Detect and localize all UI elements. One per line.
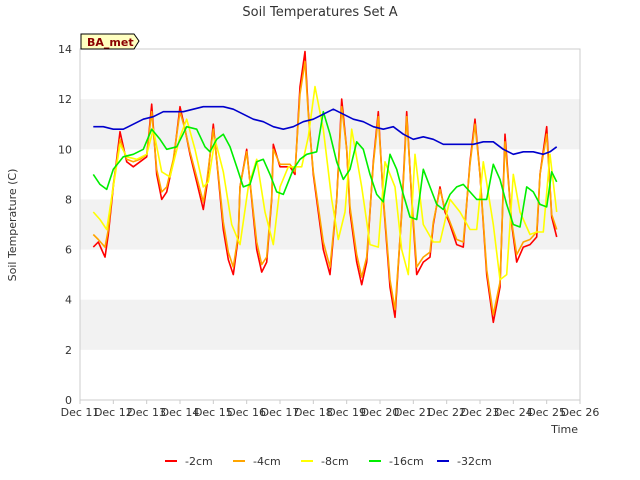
x-tick-label: Dec 11: [61, 406, 100, 419]
y-tick-label: 6: [65, 244, 72, 257]
grid-band: [80, 99, 580, 150]
chart-title: Soil Temperatures Set A: [242, 5, 397, 20]
x-tick-label: Dec 23: [461, 406, 500, 419]
series-lines: [92, 50, 558, 324]
legend-item: -4cm: [233, 455, 281, 468]
site-badge: BA_met: [80, 33, 140, 50]
x-tick-label: Dec 16: [227, 406, 266, 419]
x-tick-label: Dec 25: [527, 406, 566, 419]
series-line: [92, 60, 558, 316]
x-tick-label: Dec 19: [327, 406, 366, 419]
legend-label: -8cm: [321, 455, 349, 468]
legend-label: -16cm: [389, 455, 424, 468]
x-tick-label: Dec 21: [394, 406, 433, 419]
site-badge-text: BA_met: [87, 36, 134, 49]
y-tick-label: 10: [58, 143, 72, 156]
y-tick-labels: 0 2 4 6 8 10 12 14: [58, 43, 72, 407]
x-tick-label: Dec 20: [361, 406, 400, 419]
series-line: [92, 110, 558, 228]
legend-label: -4cm: [253, 455, 281, 468]
legend-item: -8cm: [301, 455, 349, 468]
legend-item: -16cm: [369, 455, 424, 468]
legend-item: -2cm: [165, 455, 213, 468]
legend: -2cm -4cm -8cm -16cm -32cm: [165, 455, 492, 468]
x-tick-label: Dec 12: [94, 406, 133, 419]
x-tick-label: Dec 22: [427, 406, 466, 419]
legend-item: -32cm: [437, 455, 492, 468]
grid-band: [80, 199, 580, 250]
y-tick-label: 2: [65, 344, 72, 357]
y-tick-label: 8: [65, 193, 72, 206]
legend-label: -32cm: [457, 455, 492, 468]
axes: [79, 48, 581, 401]
x-tick-label: Dec 13: [127, 406, 166, 419]
legend-label: -2cm: [185, 455, 213, 468]
y-tick-label: 14: [58, 43, 72, 56]
series-line: [93, 105, 558, 156]
series-line: [92, 85, 558, 281]
x-tick-label: Dec 14: [161, 406, 200, 419]
x-tick-label: Dec 18: [294, 406, 333, 419]
site-badge-box: [80, 33, 140, 50]
y-tick-label: 0: [65, 394, 72, 407]
grid-band: [80, 299, 580, 350]
x-tick-label: Dec 15: [194, 406, 233, 419]
x-tick-label: Dec 26: [561, 406, 600, 419]
plot-frame: [79, 48, 581, 401]
x-tick-label: Dec 17: [261, 406, 300, 419]
y-axis-label: Soil Temperature (C): [6, 169, 19, 282]
x-tick-label: Dec 24: [494, 406, 533, 419]
y-tick-label: 4: [65, 294, 72, 307]
x-axis-label: Time: [550, 423, 578, 436]
y-tick-label: 12: [58, 93, 72, 106]
